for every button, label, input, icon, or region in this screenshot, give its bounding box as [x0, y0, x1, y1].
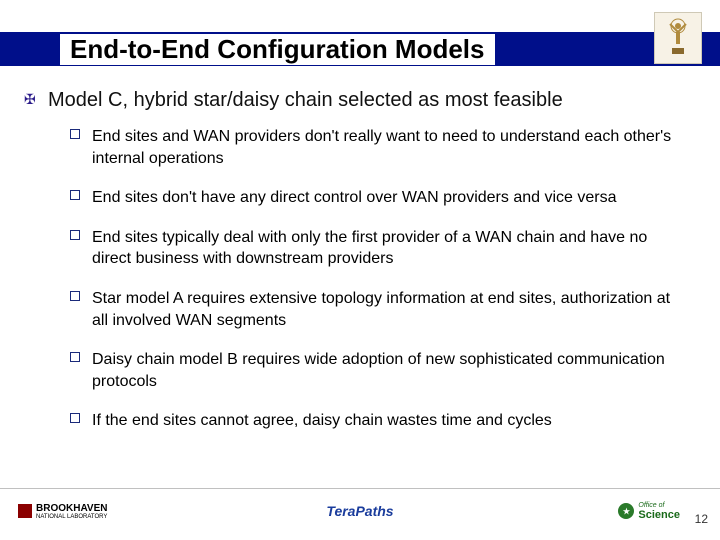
sub-bullet-item: If the end sites cannot agree, daisy cha…	[70, 410, 686, 432]
sub-bullet-text: End sites don't have any direct control …	[92, 189, 616, 206]
top-bullet-text: Model C, hybrid star/daisy chain selecte…	[48, 89, 563, 111]
sub-bullet-item: Star model A requires extensive topology…	[70, 288, 686, 331]
office-of-science-logo: ★ Office of Science	[618, 496, 680, 526]
brookhaven-logo: BROOKHAVEN NATIONAL LABORATORY	[18, 496, 107, 526]
sub-bullet-item: End sites typically deal with only the f…	[70, 227, 686, 270]
content-area: ✠ Model C, hybrid star/daisy chain selec…	[24, 88, 696, 450]
slide: End-to-End Configuration Models ✠ Model …	[0, 0, 720, 540]
science-logo-text: Office of Science	[638, 502, 680, 521]
cross-bullet-icon: ✠	[24, 91, 36, 108]
square-bullet-icon	[70, 129, 80, 139]
terapaths-text: TeraPaths	[326, 503, 393, 519]
brookhaven-logo-text: BROOKHAVEN NATIONAL LABORATORY	[36, 503, 107, 520]
terapaths-logo: TeraPaths	[326, 496, 393, 526]
square-bullet-icon	[70, 291, 80, 301]
top-level-bullet: ✠ Model C, hybrid star/daisy chain selec…	[24, 88, 696, 112]
sub-bullet-text: End sites and WAN providers don't really…	[92, 128, 671, 167]
square-bullet-icon	[70, 230, 80, 240]
science-top: Office of	[638, 502, 680, 509]
sub-bullet-list: End sites and WAN providers don't really…	[70, 126, 686, 432]
sub-bullet-item: End sites don't have any direct control …	[70, 187, 686, 209]
sub-bullet-text: If the end sites cannot agree, daisy cha…	[92, 412, 552, 429]
brookhaven-name: BROOKHAVEN	[36, 503, 107, 514]
sub-bullet-text: Star model A requires extensive topology…	[92, 290, 670, 329]
square-bullet-icon	[70, 352, 80, 362]
footer: BROOKHAVEN NATIONAL LABORATORY TeraPaths…	[0, 488, 720, 530]
sub-bullet-item: Daisy chain model B requires wide adopti…	[70, 349, 686, 392]
square-bullet-icon	[70, 190, 80, 200]
title-bar: End-to-End Configuration Models	[0, 26, 720, 72]
sub-bullet-item: End sites and WAN providers don't really…	[70, 126, 686, 169]
sub-bullet-text: End sites typically deal with only the f…	[92, 229, 647, 268]
sub-bullet-text: Daisy chain model B requires wide adopti…	[92, 351, 665, 390]
science-bottom: Science	[638, 509, 680, 521]
square-bullet-icon	[70, 413, 80, 423]
slide-title: End-to-End Configuration Models	[60, 34, 495, 65]
page-number: 12	[695, 512, 708, 526]
science-seal-icon: ★	[618, 503, 634, 519]
atlas-statue-icon	[654, 12, 702, 64]
brookhaven-logo-icon	[18, 504, 32, 518]
brookhaven-subtitle: NATIONAL LABORATORY	[36, 514, 107, 520]
